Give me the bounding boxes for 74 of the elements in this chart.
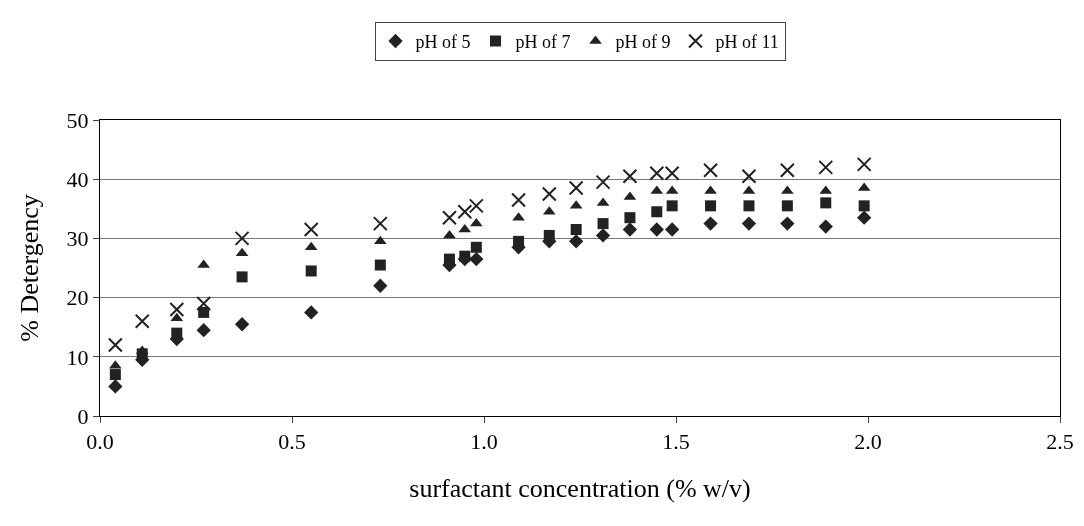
point	[511, 192, 527, 208]
point	[781, 200, 793, 212]
point	[372, 216, 388, 232]
point	[595, 228, 611, 243]
x-tick-label: 0.5	[278, 429, 306, 455]
point	[373, 278, 388, 293]
point	[624, 212, 636, 224]
point	[666, 200, 678, 212]
point	[169, 301, 185, 317]
point	[457, 204, 473, 220]
point	[818, 159, 834, 175]
point	[741, 168, 757, 184]
point	[705, 200, 717, 212]
legend-label: pH of 5	[415, 32, 471, 53]
point	[818, 219, 833, 234]
point	[857, 210, 872, 225]
x-tick-label: 1.5	[662, 429, 690, 455]
point	[109, 369, 121, 381]
point	[703, 216, 718, 231]
point	[373, 235, 387, 245]
y-tick-label: 20	[66, 285, 89, 311]
point	[134, 313, 150, 329]
y-tick-label: 40	[66, 166, 89, 192]
point	[541, 186, 557, 202]
point	[441, 210, 457, 226]
point	[665, 222, 680, 237]
point	[198, 306, 210, 318]
point	[703, 162, 719, 178]
point	[234, 317, 250, 332]
point	[170, 312, 184, 322]
point	[570, 224, 582, 236]
point	[196, 296, 212, 312]
point	[374, 259, 386, 271]
point	[856, 156, 872, 172]
y-tick-label: 10	[66, 344, 89, 370]
point	[234, 230, 250, 246]
point	[468, 198, 484, 214]
point	[595, 174, 611, 190]
point	[569, 234, 584, 249]
point	[780, 216, 795, 231]
x-tick-label: 1.0	[470, 429, 498, 455]
point	[568, 180, 584, 196]
point	[443, 229, 456, 239]
x-tick-label: 2.0	[854, 429, 882, 455]
point	[651, 206, 663, 218]
y-tick-label: 50	[66, 107, 89, 133]
y-tick-label: 0	[77, 403, 89, 429]
point	[649, 222, 664, 237]
legend-label: pH of 9	[615, 32, 671, 53]
point	[858, 200, 870, 212]
point	[743, 200, 755, 212]
point	[305, 265, 317, 277]
y-tick-label: 30	[66, 226, 89, 252]
point	[304, 305, 319, 320]
x-axis-title: surfactant concentration (% w/v)	[409, 474, 751, 504]
legend-label: pH of 11	[715, 32, 779, 53]
point	[236, 271, 248, 283]
point	[470, 241, 482, 253]
point	[741, 216, 757, 231]
x-tick-label: 2.5	[1046, 429, 1074, 455]
point	[107, 337, 123, 353]
y-axis-title: % Detergency	[15, 194, 44, 342]
point	[622, 168, 638, 184]
point	[108, 379, 123, 394]
x-tick-label: 0.0	[86, 429, 114, 455]
point	[304, 241, 318, 251]
point	[779, 162, 795, 178]
point	[469, 251, 484, 267]
point	[303, 222, 319, 238]
point	[196, 323, 211, 338]
point	[820, 197, 832, 209]
point	[597, 218, 609, 230]
legend-label: pH of 7	[515, 32, 571, 53]
point	[622, 222, 638, 237]
